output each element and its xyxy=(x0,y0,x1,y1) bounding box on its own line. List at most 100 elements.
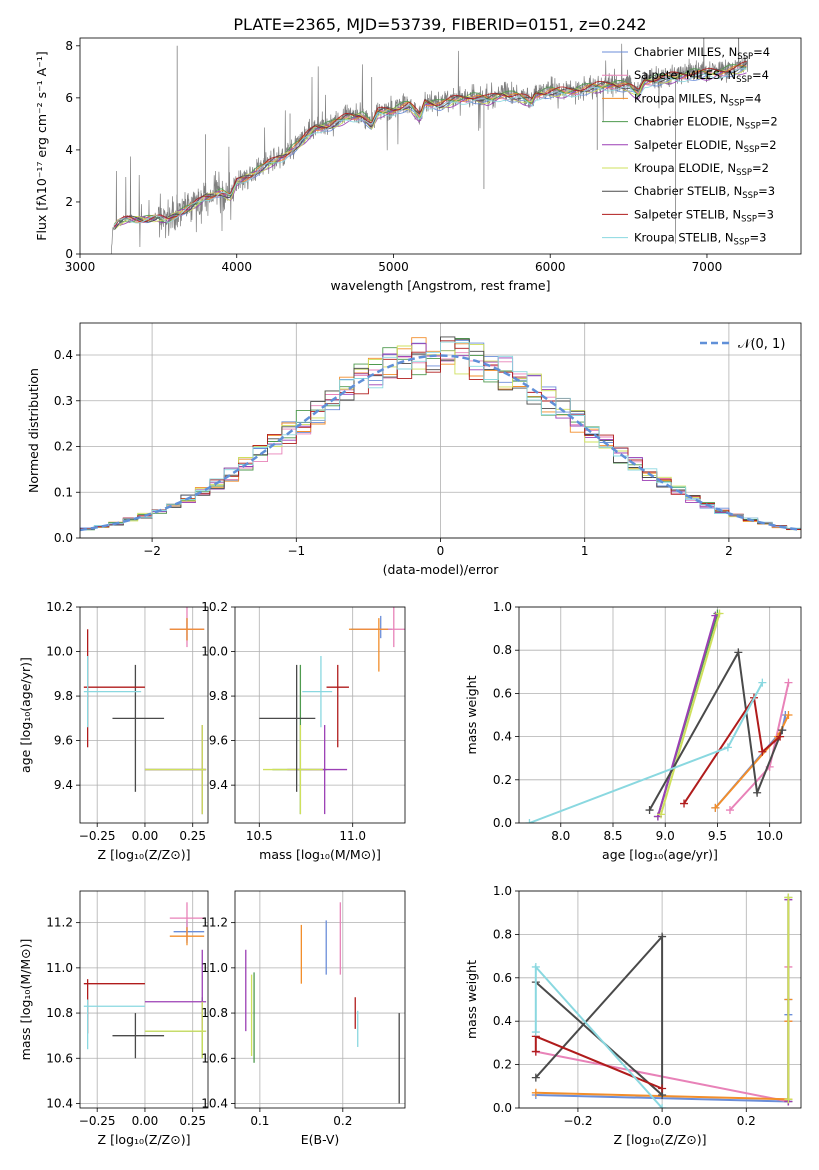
y-tick-label: 0.0 xyxy=(493,816,512,830)
x-tick-label: 0.0 xyxy=(653,1114,672,1128)
axes-frame xyxy=(79,322,802,539)
legend-label-krou_miles: Kroupa MILES, NSSP=4 xyxy=(634,91,761,108)
y-tick-label: 0.4 xyxy=(493,730,512,744)
y-tick-label: 10.2 xyxy=(46,600,73,614)
hist-salp_stelib xyxy=(80,340,801,530)
panel-weight_vs_Z: −0.2 0.0 0.2 0.0 0.2 0.4 0.6 0.8 1.0 Z [log₁₀(Z/Z… xyxy=(464,884,802,1147)
x-axis-label: wavelength [Angstrom, rest frame] xyxy=(330,278,550,293)
weight-point-krou_elodie xyxy=(715,609,724,618)
y-tick-label: 0.8 xyxy=(493,643,512,657)
x-tick-label: −0.25 xyxy=(79,1114,116,1128)
y-tick-label: 0.4 xyxy=(493,1014,512,1028)
axes-frame xyxy=(234,890,406,1109)
weight-point-salp_stelib xyxy=(776,732,785,741)
y-tick-label: 8 xyxy=(65,39,73,53)
y-tick-label: 10.6 xyxy=(46,1051,73,1065)
y-tick-label: 0.6 xyxy=(493,971,512,985)
x-tick-label: 10.0 xyxy=(756,829,783,843)
y-tick-label: 0.3 xyxy=(54,394,73,408)
y-tick-label: 9.8 xyxy=(209,689,228,703)
plot-area xyxy=(525,609,793,823)
x-tick-label: 2 xyxy=(725,544,733,558)
y-tick-label: 0.2 xyxy=(493,1058,512,1072)
y-tick-label: 11.2 xyxy=(46,916,73,930)
plot-area xyxy=(83,902,207,1059)
y-tick-label: 0.0 xyxy=(493,1101,512,1115)
panel-mass_vs_Z: −0.25 0.00 0.25 10.4 10.6 10.8 11.0 11.2 Z [log₁… xyxy=(18,890,209,1147)
weight-line-salp_stelib xyxy=(534,1034,663,1090)
weight-point-krou_elodie xyxy=(784,1095,793,1104)
x-tick-label: 8.5 xyxy=(603,829,622,843)
legend-label-chab_elodie: Chabrier ELODIE, NSSP=2 xyxy=(634,115,778,132)
weight-point-krou_stelib xyxy=(758,678,767,687)
plot-area xyxy=(259,607,405,815)
panel-weight_vs_age: 8.0 8.5 9.0 9.5 10.0 0.0 0.2 0.4 0.6 0.8 1.0 age [l… xyxy=(464,600,802,862)
x-tick-label: 10.5 xyxy=(246,829,273,843)
plot-area xyxy=(83,607,207,815)
y-axis-label: mass weight xyxy=(464,675,479,754)
legend-label-salp_stelib: Salpeter STELIB, NSSP=3 xyxy=(634,207,774,224)
weight-line-krou_elodie xyxy=(660,613,721,815)
x-tick-label: 6000 xyxy=(535,260,566,274)
x-axis-label: mass [log₁₀(M/M⊙)] xyxy=(259,847,381,862)
x-tick-label: 1 xyxy=(581,544,589,558)
y-tick-label: 10.2 xyxy=(201,600,228,614)
y-tick-label: 10.0 xyxy=(46,645,73,659)
y-tick-label: 11.2 xyxy=(201,916,228,930)
weight-point-salp_miles xyxy=(725,806,734,815)
legend-label-krou_stelib: Kroupa STELIB, NSSP=3 xyxy=(634,231,766,248)
x-tick-label: 0.00 xyxy=(132,1114,159,1128)
y-tick-label: 9.6 xyxy=(54,734,73,748)
model-line-krou_stelib xyxy=(114,68,747,226)
weight-line-salp_elodie xyxy=(656,615,717,817)
x-tick-label: 0.1 xyxy=(250,1114,269,1128)
y-tick-label: 0.6 xyxy=(493,686,512,700)
weight-line-chab_stelib xyxy=(648,649,784,811)
y-tick-label: 1.0 xyxy=(493,884,512,898)
axes-frame xyxy=(234,606,406,824)
y-tick-label: 9.4 xyxy=(54,778,73,792)
y-tick-label: 0.0 xyxy=(54,531,73,545)
y-tick-label: 0.2 xyxy=(493,773,512,787)
weight-point-krou_elodie xyxy=(657,810,666,819)
panel-residuals: −2 −1 0 1 2 0.0 0.1 0.2 0.3 0.4 (data-model)/error… xyxy=(26,322,802,577)
y-tick-label: 9.6 xyxy=(209,734,228,748)
x-axis-label: (data-model)/error xyxy=(383,562,500,577)
weight-point-salp_stelib xyxy=(680,799,689,808)
gaussian-curve xyxy=(80,354,801,532)
y-tick-label: 11.0 xyxy=(201,961,228,975)
legend-gaussian-label: 𝒩(0, 1) xyxy=(738,337,785,352)
y-tick-label: 10.4 xyxy=(46,1096,73,1110)
legend: Chabrier MILES, NSSP=4 Salpeter MILES, NS… xyxy=(602,45,778,248)
plot-area xyxy=(531,893,793,1108)
weight-point-krou_stelib xyxy=(723,743,732,752)
weight-point-chab_stelib xyxy=(753,788,762,797)
x-tick-label: −0.25 xyxy=(79,829,116,843)
x-tick-label: −1 xyxy=(287,544,305,558)
x-tick-label: −0.2 xyxy=(563,1114,592,1128)
x-tick-label: 0.25 xyxy=(179,829,206,843)
x-axis-label: age [log₁₀(age/yr)] xyxy=(602,847,718,862)
y-tick-label: 0 xyxy=(65,247,73,261)
y-tick-label: 10.0 xyxy=(201,645,228,659)
weight-point-salp_stelib xyxy=(658,1084,667,1093)
y-axis-label: age [log₁₀(age/yr)] xyxy=(18,657,33,773)
x-tick-label: 0 xyxy=(437,544,445,558)
weight-point-krou_stelib xyxy=(525,819,534,823)
x-tick-label: 11.0 xyxy=(339,829,366,843)
legend-label-krou_elodie: Kroupa ELODIE, NSSP=2 xyxy=(634,161,769,178)
y-tick-label: 10.8 xyxy=(201,1006,228,1020)
weight-point-chab_stelib xyxy=(658,932,667,941)
weight-line-chab_miles xyxy=(714,714,787,809)
x-tick-label: 0.25 xyxy=(179,1114,206,1128)
axes-frame xyxy=(79,890,209,1109)
weight-point-krou_stelib xyxy=(658,1104,667,1108)
panel-age_vs_Z: −0.25 0.00 0.25 9.4 9.6 9.8 10.0 10.2 Z [log₁₀(Z… xyxy=(18,600,209,862)
weight-point-krou_miles xyxy=(711,803,720,812)
x-tick-label: 0.2 xyxy=(737,1114,756,1128)
y-tick-label: 2 xyxy=(65,195,73,209)
hist-krou_stelib xyxy=(80,341,801,530)
plot-area xyxy=(80,336,801,532)
x-tick-label: 9.0 xyxy=(656,829,675,843)
